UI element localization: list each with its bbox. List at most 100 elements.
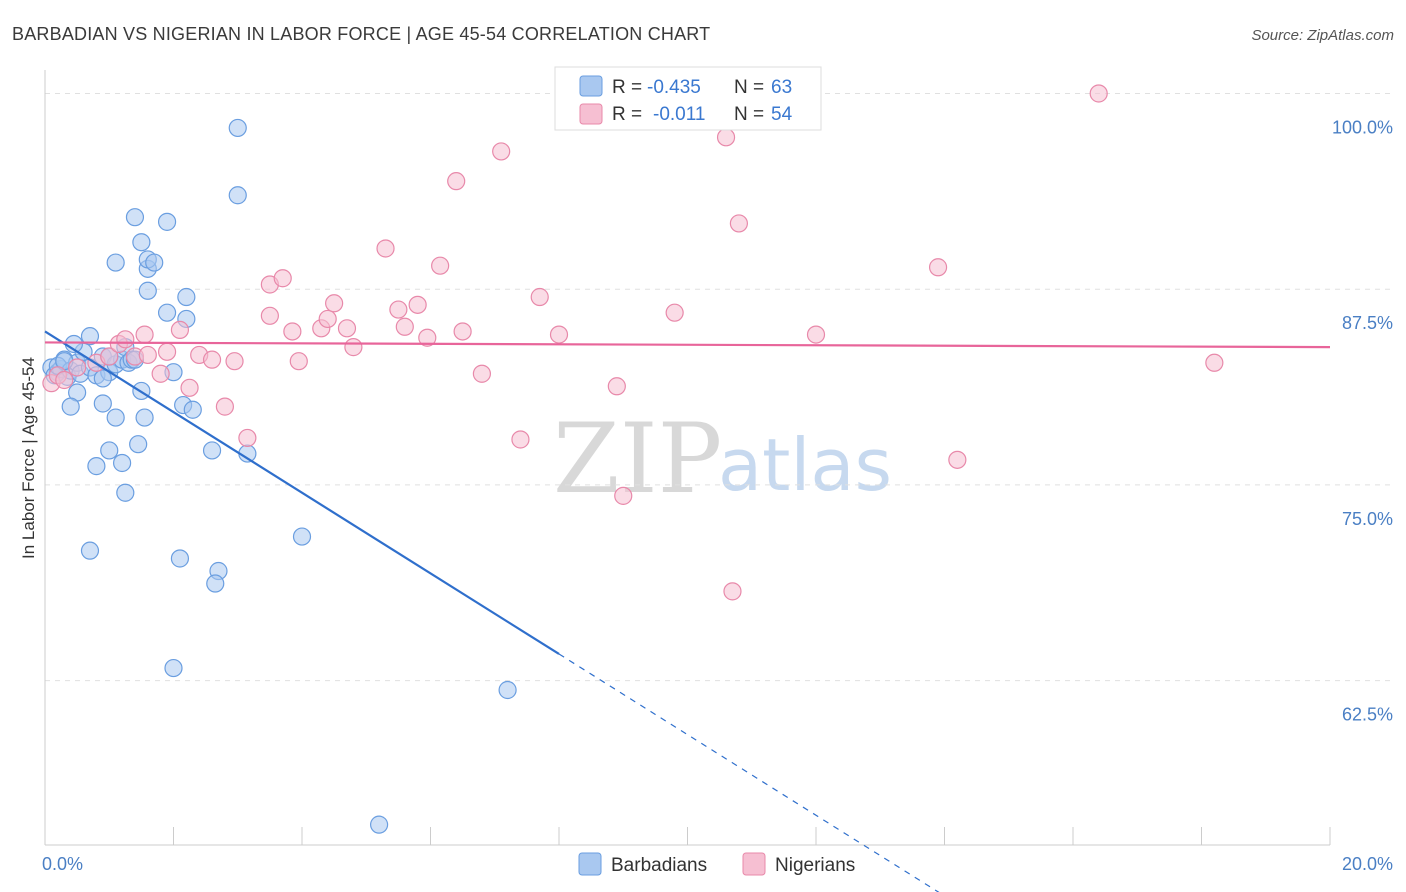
nigerian-point-50 xyxy=(928,258,948,277)
nigerian-point-30 xyxy=(376,239,395,258)
nigerian-point-49 xyxy=(806,325,826,344)
nigerian-point-3 xyxy=(68,358,87,377)
barbadian-point-56 xyxy=(206,574,225,593)
legend-r-value-nigerians: -0.011 xyxy=(653,104,705,125)
y-tick-label-3: 100.0% xyxy=(1332,117,1393,137)
nigerian-trend-line xyxy=(44,341,1331,349)
barbadian-point-25 xyxy=(93,394,112,413)
barbadian-point-33 xyxy=(116,483,135,502)
nigerian-point-33 xyxy=(408,295,427,314)
barbadian-point-39 xyxy=(138,281,157,300)
nigerian-point-23 xyxy=(283,322,302,341)
nigerian-point-26 xyxy=(318,309,337,329)
barbadian-point-26 xyxy=(106,408,125,427)
nigerian-point-22 xyxy=(273,269,292,288)
nigerian-point-51 xyxy=(948,450,967,469)
barbadian-point-23 xyxy=(80,327,100,346)
barbadian-point-58 xyxy=(292,527,312,546)
nigerian-point-41 xyxy=(530,287,549,307)
gridlines xyxy=(45,92,1390,682)
nigerian-point-28 xyxy=(337,319,357,338)
barbadian-point-52 xyxy=(228,186,247,205)
barbadian-point-38 xyxy=(132,233,151,252)
bottom-legend-swatch-barbadians xyxy=(578,852,602,876)
nigerian-point-17 xyxy=(215,397,234,416)
nigerian-point-37 xyxy=(453,322,472,341)
y-tick-labels: 62.5% 75.0% 87.5% 100.0% xyxy=(1332,117,1393,724)
nigerian-point-32 xyxy=(395,317,414,336)
nigerian-point-7 xyxy=(116,330,135,349)
legend-swatch-barbadians xyxy=(579,75,603,97)
nigerian-point-40 xyxy=(511,430,530,449)
barbadian-point-13 xyxy=(61,397,80,416)
nigerian-point-46 xyxy=(716,128,736,147)
legend-r-label-barbadians: R = xyxy=(612,77,642,98)
nigerian-point-5 xyxy=(100,347,119,366)
nigerian-point-10 xyxy=(138,345,157,365)
barbadian-trend-extension xyxy=(558,653,940,892)
nigerian-point-48 xyxy=(723,582,742,601)
series-legend: Barbadians Nigerians xyxy=(578,852,855,876)
nigerian-point-9 xyxy=(135,325,154,344)
nigerian-point-43 xyxy=(607,377,626,396)
barbadian-point-57 xyxy=(164,658,183,678)
nigerian-point-36 xyxy=(447,172,466,191)
barbadian-point-44 xyxy=(157,303,177,322)
y-tick-label-2: 87.5% xyxy=(1342,313,1393,333)
axes xyxy=(44,70,1331,846)
y-tick-label-1: 75.0% xyxy=(1342,509,1393,529)
nigerian-point-39 xyxy=(492,142,511,161)
nigerian-point-20 xyxy=(260,306,279,325)
legend-r-value-barbadians: -0.435 xyxy=(647,77,701,98)
barbadian-point-35 xyxy=(80,541,100,560)
nigerian-point-42 xyxy=(549,325,569,344)
barbadian-point-51 xyxy=(228,118,247,138)
nigerian-point-11 xyxy=(151,364,170,383)
nigerian-point-34 xyxy=(418,328,437,347)
nigerian-point-52 xyxy=(1089,84,1108,103)
barbadian-point-43 xyxy=(157,212,177,231)
barbadian-point-37 xyxy=(125,208,145,227)
bottom-legend-barbadians: Barbadians xyxy=(611,855,707,876)
series-nigerians xyxy=(42,84,1224,601)
barbadian-point-36 xyxy=(106,253,125,272)
nigerian-point-44 xyxy=(614,486,633,505)
nigerian-point-27 xyxy=(325,294,344,313)
chart-title: BARBADIAN VS NIGERIAN IN LABOR FORCE | A… xyxy=(12,24,710,44)
nigerian-point-35 xyxy=(431,256,450,275)
watermark: ZIP atlas xyxy=(553,403,892,515)
legend-n-label-barbadians: N = xyxy=(734,77,764,98)
chart-source: Source: ZipAtlas.com xyxy=(1251,27,1394,44)
x-tick-label-1: 20.0% xyxy=(1342,854,1393,874)
y-tick-label-0: 62.5% xyxy=(1342,705,1393,725)
barbadian-point-60 xyxy=(370,815,389,834)
nigerian-point-2 xyxy=(55,370,74,390)
barbadian-point-45 xyxy=(177,287,196,307)
nigerian-point-31 xyxy=(389,300,408,319)
x-tick-label-0: 0.0% xyxy=(42,854,83,874)
barbadian-point-30 xyxy=(129,435,148,454)
barbadian-point-50 xyxy=(202,441,222,460)
nigerian-point-16 xyxy=(202,350,222,369)
watermark-zip: ZIP xyxy=(553,403,722,515)
nigerian-point-24 xyxy=(289,352,308,371)
nigerian-point-45 xyxy=(665,303,684,322)
nigerian-point-38 xyxy=(472,364,491,383)
nigerian-point-12 xyxy=(157,342,177,361)
barbadian-point-27 xyxy=(100,441,119,460)
barbadian-point-31 xyxy=(135,408,154,427)
barbadian-point-24 xyxy=(93,369,112,388)
bottom-legend-nigerians: Nigerians xyxy=(775,855,855,876)
x-tick-labels: 0.0% 20.0% xyxy=(42,854,1393,874)
legend-n-label-nigerians: N = xyxy=(734,104,764,125)
barbadian-point-59 xyxy=(498,680,517,700)
barbadian-point-42 xyxy=(145,253,164,272)
nigerian-point-18 xyxy=(225,352,244,371)
legend-swatch-nigerians xyxy=(579,103,603,125)
barbadian-point-54 xyxy=(170,549,190,568)
series-barbadians xyxy=(42,118,517,834)
barbadian-point-49 xyxy=(183,400,202,419)
nigerian-point-29 xyxy=(344,338,363,357)
legend-n-value-nigerians: 54 xyxy=(771,104,793,125)
